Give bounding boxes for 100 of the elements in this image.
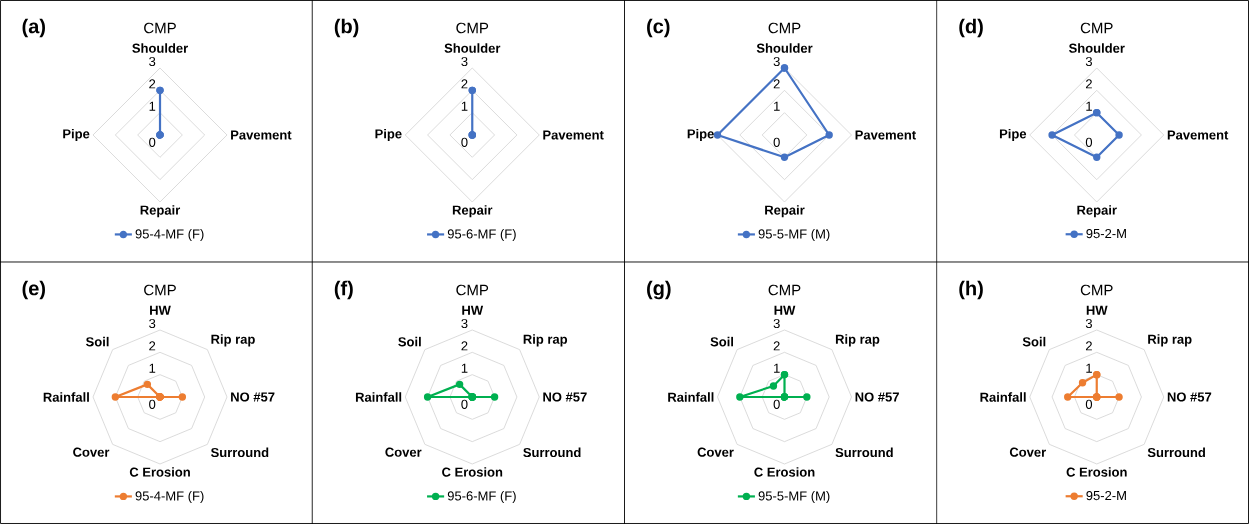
y-tick-label: 2 xyxy=(461,79,468,89)
spoke-label: Rainfall xyxy=(43,392,89,402)
legend-label: 95-2-M xyxy=(1086,490,1126,501)
spoke-label: Rainfall xyxy=(668,392,714,402)
spoke-label: Cover xyxy=(697,447,734,457)
y-tick-label: 1 xyxy=(1086,363,1092,373)
spoke-label: C Erosion xyxy=(1066,467,1127,477)
text: (f) xyxy=(334,280,353,300)
y-tick-label: 1 xyxy=(461,363,468,373)
spoke-label: Repair xyxy=(765,205,805,218)
spoke-label: Soil xyxy=(85,336,109,347)
y-tick-label: 2 xyxy=(1085,79,1092,89)
spoke-label: Cover xyxy=(385,447,422,457)
y-tick-label: 0 xyxy=(1085,399,1093,409)
spoke-label: Surround xyxy=(835,447,893,458)
spoke-label: Shoulder xyxy=(132,43,188,53)
chart-title: CMP xyxy=(456,284,489,296)
spoke-label: Shoulder xyxy=(444,43,501,53)
y-tick-label: 3 xyxy=(149,318,156,329)
spoke-label: HW xyxy=(150,305,171,315)
spoke-label: NO #57 xyxy=(543,392,587,402)
y-tick-label: 1 xyxy=(149,101,156,111)
spoke-label: Pavement xyxy=(543,130,604,140)
chart-title: CMP xyxy=(768,284,801,296)
spoke-label: Rainfall xyxy=(355,392,402,402)
legend-label: 95-6-MF (F) xyxy=(447,228,516,242)
text: (e) xyxy=(22,280,45,300)
y-tick-label: 3 xyxy=(461,56,468,67)
chart-title: CMP xyxy=(1080,22,1113,34)
spoke-label: Soil xyxy=(398,336,421,347)
y-tick-label: 0 xyxy=(149,137,156,147)
spoke-label: Surround xyxy=(1147,447,1205,458)
y-tick-label: 3 xyxy=(149,56,156,67)
chart-title: CMP xyxy=(456,22,489,34)
y-tick-label: 2 xyxy=(773,341,780,351)
y-tick-label: 1 xyxy=(774,101,780,111)
spoke-label: Pavement xyxy=(855,130,916,140)
y-tick-label: 3 xyxy=(1085,56,1092,67)
chart-title: CMP xyxy=(1080,284,1113,296)
spoke-label: Pavement xyxy=(231,130,292,140)
legend-label: 95-2-M xyxy=(1086,228,1126,239)
spoke-label: Cover xyxy=(73,447,110,457)
spoke-label: NO #57 xyxy=(231,392,275,402)
chart-title: CMP xyxy=(144,22,176,34)
spoke-label: Rip rap xyxy=(211,334,255,347)
y-tick-label: 1 xyxy=(149,363,156,373)
y-tick-label: 2 xyxy=(149,341,156,351)
spoke-label: Repair xyxy=(452,205,493,218)
y-tick-label: 1 xyxy=(1086,101,1092,111)
spoke-label: HW xyxy=(774,305,796,315)
chart-title: CMP xyxy=(144,284,176,296)
y-tick-label: 3 xyxy=(773,318,780,329)
legend-label: 95-5-MF (M) xyxy=(758,228,830,242)
legend-label: 95-6-MF (F) xyxy=(447,490,516,504)
spoke-label: NO #57 xyxy=(1167,392,1212,402)
spoke-label: Pipe xyxy=(63,128,90,142)
spoke-label: Pipe xyxy=(375,128,402,142)
spoke-label: HW xyxy=(1086,305,1108,315)
spoke-label: Pipe xyxy=(999,128,1027,142)
spoke-label: Rainfall xyxy=(980,392,1026,402)
y-tick-label: 0 xyxy=(1085,137,1093,147)
y-tick-label: 0 xyxy=(461,399,468,409)
spoke-label: HW xyxy=(462,305,484,315)
text: (b) xyxy=(334,18,359,38)
spoke-label: Repair xyxy=(140,205,181,218)
y-tick-label: 0 xyxy=(773,137,780,147)
spoke-label: Rip rap xyxy=(835,334,880,347)
spoke-label: Soil xyxy=(1022,336,1046,347)
spoke-label: Cover xyxy=(1009,447,1046,457)
spoke-label: Soil xyxy=(710,336,734,347)
y-tick-label: 2 xyxy=(1085,341,1092,351)
y-tick-label: 3 xyxy=(1085,318,1092,329)
chart-title: CMP xyxy=(768,22,801,34)
y-tick-label: 1 xyxy=(774,363,780,373)
y-tick-label: 3 xyxy=(461,318,468,329)
text: (c) xyxy=(647,18,670,38)
spoke-label: Shoulder xyxy=(756,43,813,53)
text: (a) xyxy=(22,18,45,38)
y-tick-label: 2 xyxy=(773,79,780,89)
text: (g) xyxy=(647,280,671,300)
spoke-label: C Erosion xyxy=(442,467,503,477)
y-tick-label: 0 xyxy=(773,399,780,409)
text: (d) xyxy=(959,18,983,38)
spoke-label: C Erosion xyxy=(754,467,815,477)
y-tick-label: 0 xyxy=(149,399,156,409)
spoke-label: Repair xyxy=(1077,205,1117,218)
spoke-label: C Erosion xyxy=(129,467,190,477)
spoke-label: Surround xyxy=(210,447,269,458)
spoke-label: Pipe xyxy=(687,128,714,142)
spoke-label: Shoulder xyxy=(1068,43,1125,53)
y-tick-label: 2 xyxy=(461,341,468,351)
y-tick-label: 3 xyxy=(773,56,780,67)
y-tick-label: 2 xyxy=(149,79,156,89)
spoke-label: Surround xyxy=(523,447,581,458)
spoke-label: Rip rap xyxy=(523,334,568,347)
spoke-label: Pavement xyxy=(1167,130,1229,140)
spoke-label: NO #57 xyxy=(855,392,899,402)
text: (h) xyxy=(959,280,983,300)
legend-label: 95-5-MF (M) xyxy=(758,490,830,504)
y-tick-label: 0 xyxy=(461,137,468,147)
